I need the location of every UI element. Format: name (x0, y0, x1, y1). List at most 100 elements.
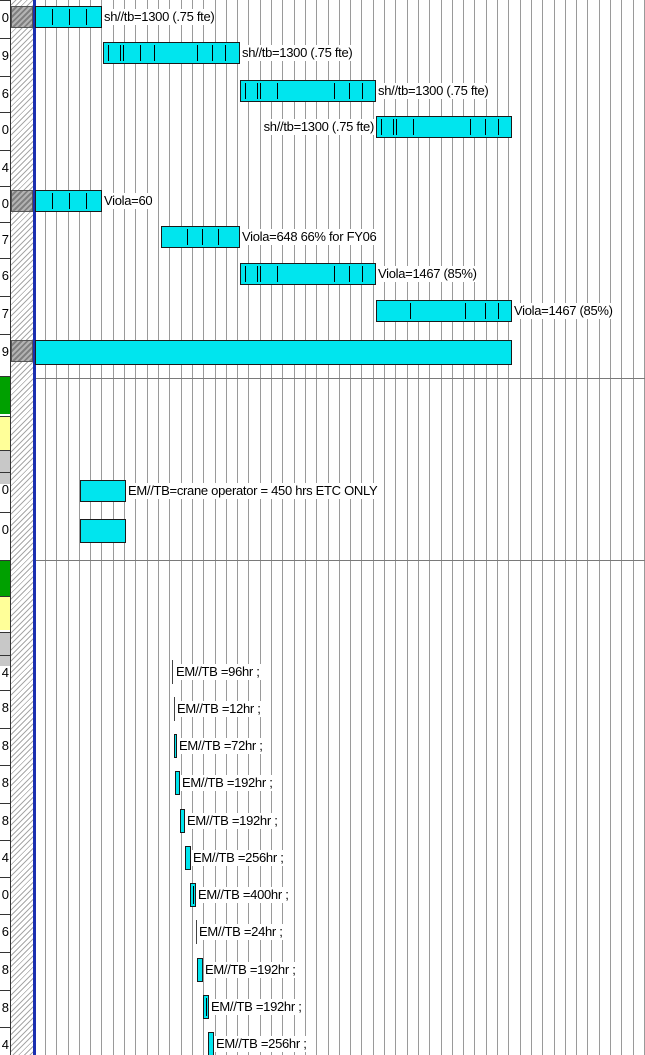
em-tb-task-400-bar[interactable] (190, 883, 196, 907)
gridline (542, 0, 543, 1055)
sh-tb-task-3-bar[interactable] (240, 80, 376, 102)
bar-segment-divider (86, 193, 87, 209)
bar-segment-divider (86, 9, 87, 25)
task-id-cell: 0 (1, 522, 9, 537)
id-color-cell (0, 632, 10, 666)
id-color-cell (0, 450, 10, 484)
em-tb-task-192a-label: EM//TB =192hr ; (181, 775, 274, 791)
task-id-cell: 8 (1, 962, 9, 977)
bar-segment-divider (218, 229, 219, 245)
task-id-cell: 6 (1, 268, 9, 283)
row-separator (0, 952, 10, 953)
viola-task-3-label: Viola=1467 (85%) (377, 266, 478, 282)
bar-segment-divider (69, 9, 70, 25)
bar-segment-divider (485, 303, 486, 319)
crane-operator-task-2-bar[interactable] (80, 519, 126, 543)
bar-segment-divider (202, 229, 203, 245)
gridline (395, 0, 396, 1055)
task-id-cell (0, 640, 9, 660)
nonworking-time-shading (11, 0, 33, 1055)
em-tb-task-192c-label: EM//TB =192hr ; (204, 962, 297, 978)
gridline (169, 0, 170, 1055)
gridline (203, 0, 204, 1055)
gridline (474, 0, 475, 1055)
row-separator (0, 596, 10, 597)
gridline (56, 0, 57, 1055)
task-id-cell (0, 424, 9, 444)
task-id-cell (0, 604, 9, 624)
em-tb-task-192d-bar[interactable] (203, 995, 209, 1019)
gridline (621, 0, 622, 1055)
bar-segment-divider (197, 45, 198, 61)
gridline (215, 0, 216, 1055)
bar-segment-divider (212, 45, 213, 61)
row-separator (0, 632, 10, 633)
summary-bar-bar[interactable] (35, 340, 512, 365)
section-divider (34, 560, 645, 561)
gridline (271, 0, 272, 1055)
row-separator (0, 877, 10, 878)
viola-task-3-bar[interactable] (240, 263, 376, 285)
crane-operator-task-bar[interactable] (80, 480, 126, 502)
gridline (158, 0, 159, 1055)
bar-segment-divider (245, 266, 246, 282)
task-id-cell: 0 (1, 10, 9, 25)
bar-segment-divider (123, 45, 124, 61)
em-tb-task-24-bar[interactable] (196, 920, 197, 944)
task-id-cell: 9 (1, 48, 9, 63)
row-separator (0, 1027, 10, 1028)
gridline (350, 0, 351, 1055)
bar-segment-divider (396, 119, 397, 135)
task-id-cell: 4 (1, 665, 9, 680)
gridline (610, 0, 611, 1055)
row-separator (0, 990, 10, 991)
bar-segment-divider (260, 83, 261, 99)
em-tb-task-192a-bar[interactable] (175, 771, 180, 795)
task-id-cell: 0 (1, 482, 9, 497)
viola-task-1-bar[interactable] (35, 190, 102, 212)
em-tb-task-192b-bar[interactable] (180, 809, 185, 833)
task-id-cell: 8 (1, 775, 9, 790)
em-tb-task-256b-bar[interactable] (208, 1032, 214, 1055)
row-separator (0, 258, 10, 259)
em-tb-task-192d-label: EM//TB =192hr ; (210, 999, 303, 1015)
sh-tb-task-2-bar[interactable] (103, 42, 240, 64)
row-separator (0, 655, 10, 656)
task-id-cell: 7 (1, 232, 9, 247)
sh-tb-task-1-bar[interactable] (35, 6, 102, 28)
gridline (361, 0, 362, 1055)
em-tb-task-12-bar[interactable] (174, 697, 175, 721)
bar-segment-divider (277, 266, 278, 282)
row-separator (0, 334, 10, 335)
row-separator (0, 222, 10, 223)
bar-segment-divider (349, 266, 350, 282)
gridline (418, 0, 419, 1055)
em-tb-task-192c-bar[interactable] (197, 958, 203, 982)
em-tb-task-96-bar[interactable] (172, 660, 173, 684)
row-separator (0, 450, 10, 451)
sh-tb-task-1-label: sh//tb=1300 (.75 fte) (103, 9, 216, 25)
row-separator (0, 803, 10, 804)
task-id-cell: 8 (1, 1000, 9, 1015)
task-id-cell: 4 (1, 850, 9, 865)
task-id-cell (0, 568, 9, 588)
em-tb-task-72-label: EM//TB =72hr ; (178, 738, 264, 754)
gridline (599, 0, 600, 1055)
viola-task-4-bar[interactable] (376, 300, 512, 322)
task-id-column: 0 9 6 0 4 0 7 6 7 9 0 0 4 8 8 8 8 4 0 6 8 8 4 (0, 0, 11, 1055)
gridline (429, 0, 430, 1055)
em-tb-task-256a-bar[interactable] (185, 846, 191, 870)
viola-task-2-bar[interactable] (161, 226, 240, 248)
row-separator (0, 914, 10, 915)
sh-tb-task-4-bar[interactable] (376, 116, 512, 138)
gridline (68, 0, 69, 1055)
gridline (486, 0, 487, 1055)
task-id-cell: 7 (1, 306, 9, 321)
bar-segment-divider (410, 303, 411, 319)
gridline (226, 0, 227, 1055)
em-tb-task-72-bar[interactable] (174, 734, 177, 758)
em-tb-task-192b-label: EM//TB =192hr ; (186, 813, 279, 829)
row-separator (0, 112, 10, 113)
id-color-cell (0, 416, 10, 450)
